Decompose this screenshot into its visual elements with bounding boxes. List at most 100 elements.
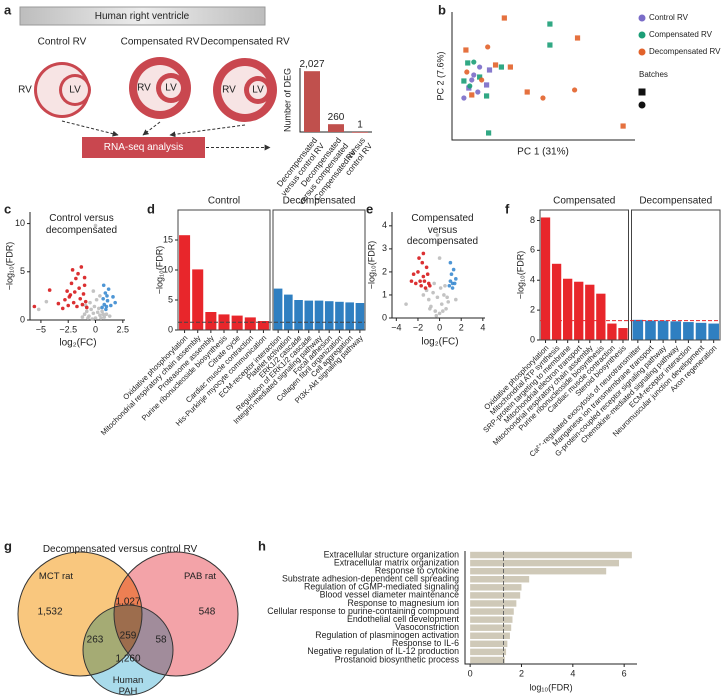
group-label: Decompensated RV (200, 37, 290, 48)
point (89, 307, 93, 312)
x-tick-label: 2 (459, 322, 464, 332)
region-count: 263 (87, 635, 104, 646)
point (465, 60, 471, 66)
panel-label: f (505, 201, 510, 216)
flow-arrow (142, 121, 161, 136)
y-axis-label: PC 2 (7.6%) (435, 51, 445, 100)
point (454, 277, 458, 281)
bar (470, 656, 505, 664)
y-tick-label: Extracellular matrix organization (334, 557, 459, 567)
point (498, 64, 505, 70)
lv-cavity (249, 81, 267, 99)
point (444, 306, 448, 311)
bar (284, 294, 293, 330)
point (620, 123, 626, 129)
y-tick-label: Vasoconstriction (395, 622, 459, 632)
rv-label: RV (222, 85, 236, 96)
point (90, 317, 95, 321)
y-axis-label: −log₁₀(FDR) (154, 246, 164, 295)
point (72, 290, 77, 294)
facet-title: Decompensated (639, 196, 712, 207)
x-tick-label: 0 (93, 324, 98, 334)
set-label: PAB rat (183, 571, 217, 582)
point (411, 272, 416, 277)
bar (470, 624, 512, 631)
point (92, 304, 97, 309)
bar (670, 321, 682, 340)
point (438, 286, 443, 290)
facet-frame (177, 209, 271, 331)
legend-label: Compensated RV (649, 30, 713, 39)
point (540, 95, 546, 101)
point (421, 274, 426, 279)
point (103, 291, 108, 295)
bar (304, 300, 314, 330)
point (486, 130, 492, 136)
rv-label: RV (18, 85, 32, 96)
point (434, 313, 439, 318)
point (492, 62, 499, 68)
point (98, 313, 102, 317)
y-tick-label: 5 (20, 266, 25, 276)
point (421, 293, 426, 297)
bar (231, 315, 243, 330)
y-tick-label: Response to magnesium ion (348, 598, 460, 608)
x-tick-label: 6 (622, 668, 627, 678)
point (467, 83, 473, 89)
lv-cavity (62, 77, 88, 103)
x-tick-label: −5 (36, 324, 46, 334)
region-count: 1,027 (115, 597, 140, 608)
point (447, 283, 452, 288)
bar (470, 584, 522, 591)
bar (470, 576, 530, 583)
point (413, 281, 418, 286)
bar (657, 320, 669, 340)
panel-label: b (438, 2, 446, 17)
point (428, 283, 432, 288)
chart-title: Compensated versus decompensated (406, 213, 479, 247)
y-tick-label: Substrate adhesion-dependent cell spread… (282, 574, 459, 584)
bar (335, 301, 344, 330)
lv-label: LV (165, 83, 177, 94)
y-tick-label: 0 (382, 312, 387, 322)
x-axis-label: log₁₀(FDR) (529, 682, 572, 692)
point (477, 64, 483, 70)
point (102, 315, 107, 319)
lv-label: LV (69, 85, 81, 96)
point (101, 296, 105, 301)
y-tick-label: 0 (168, 324, 173, 334)
point (524, 89, 530, 95)
set-label: Human PAH (112, 675, 144, 696)
point (448, 260, 453, 265)
bar (345, 302, 354, 330)
point (452, 281, 457, 286)
point (435, 295, 440, 300)
point (36, 307, 41, 312)
point (449, 272, 454, 277)
point (111, 295, 115, 299)
facet-frame (631, 209, 721, 341)
bar (632, 319, 644, 340)
x-tick-label: −4 (391, 322, 401, 332)
point (485, 44, 491, 50)
point (69, 281, 74, 286)
chart-title: Control versus decompensated (45, 213, 118, 236)
value-label: 1 (357, 120, 363, 131)
bar (574, 281, 584, 340)
chart-title: Decompensated versus control RV (42, 544, 198, 555)
y-tick-label: 2 (530, 304, 535, 314)
panel-label: d (147, 201, 155, 216)
y-tick-label: 10 (163, 264, 173, 274)
point (71, 300, 76, 305)
point (439, 302, 444, 306)
bar (470, 567, 607, 575)
lv-cavity (161, 78, 181, 98)
point (106, 287, 111, 291)
bar (355, 303, 365, 330)
lv-label: LV (252, 85, 264, 96)
point (419, 283, 423, 288)
point (572, 87, 578, 93)
x-tick-label: −2.5 (59, 324, 77, 334)
point (88, 300, 92, 305)
